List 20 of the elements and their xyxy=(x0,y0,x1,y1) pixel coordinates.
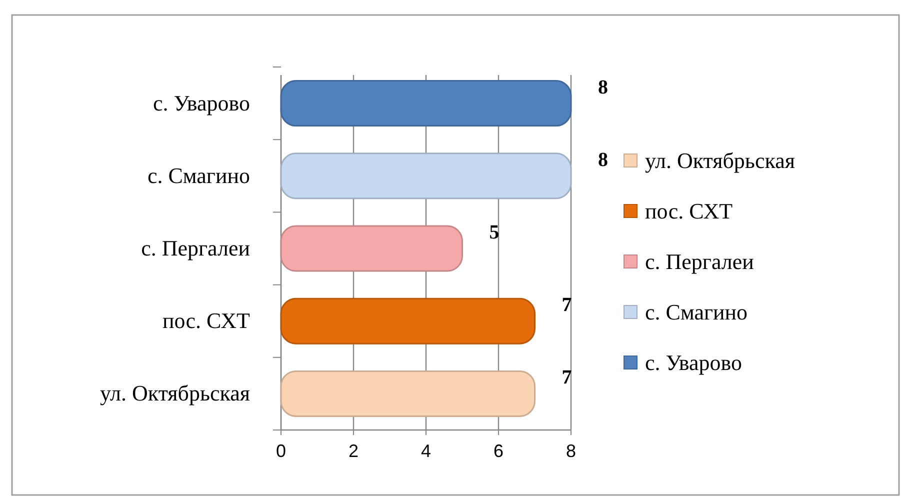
y-tick-label: пос. СХТ xyxy=(162,308,251,334)
x-tick-label: 2 xyxy=(348,441,359,461)
legend-label: пос. СХТ xyxy=(645,198,734,224)
legend-label: ул. Октябрьская xyxy=(645,148,795,173)
x-tick-label: 0 xyxy=(276,441,286,461)
data-label: 5 xyxy=(489,222,500,244)
legend-label: с. Пергалеи xyxy=(645,249,754,274)
data-label: 8 xyxy=(598,76,608,98)
x-tick-label: 8 xyxy=(566,441,576,461)
y-tick-label: ул. Октябрьская xyxy=(100,380,250,406)
y-tick-label: с. Уварово xyxy=(153,90,250,116)
data-label: 8 xyxy=(598,148,608,171)
data-label: 7 xyxy=(562,366,572,389)
x-tick-label: 6 xyxy=(493,441,504,461)
legend-label: с. Смагино xyxy=(645,300,748,324)
x-tick-label: 4 xyxy=(420,441,432,461)
data-label: 7 xyxy=(562,294,572,316)
y-tick-label: с. Смагино xyxy=(147,162,250,188)
legend-label: с. Уварово xyxy=(645,350,742,375)
y-tick-label: с. Пергалеи xyxy=(141,236,250,260)
